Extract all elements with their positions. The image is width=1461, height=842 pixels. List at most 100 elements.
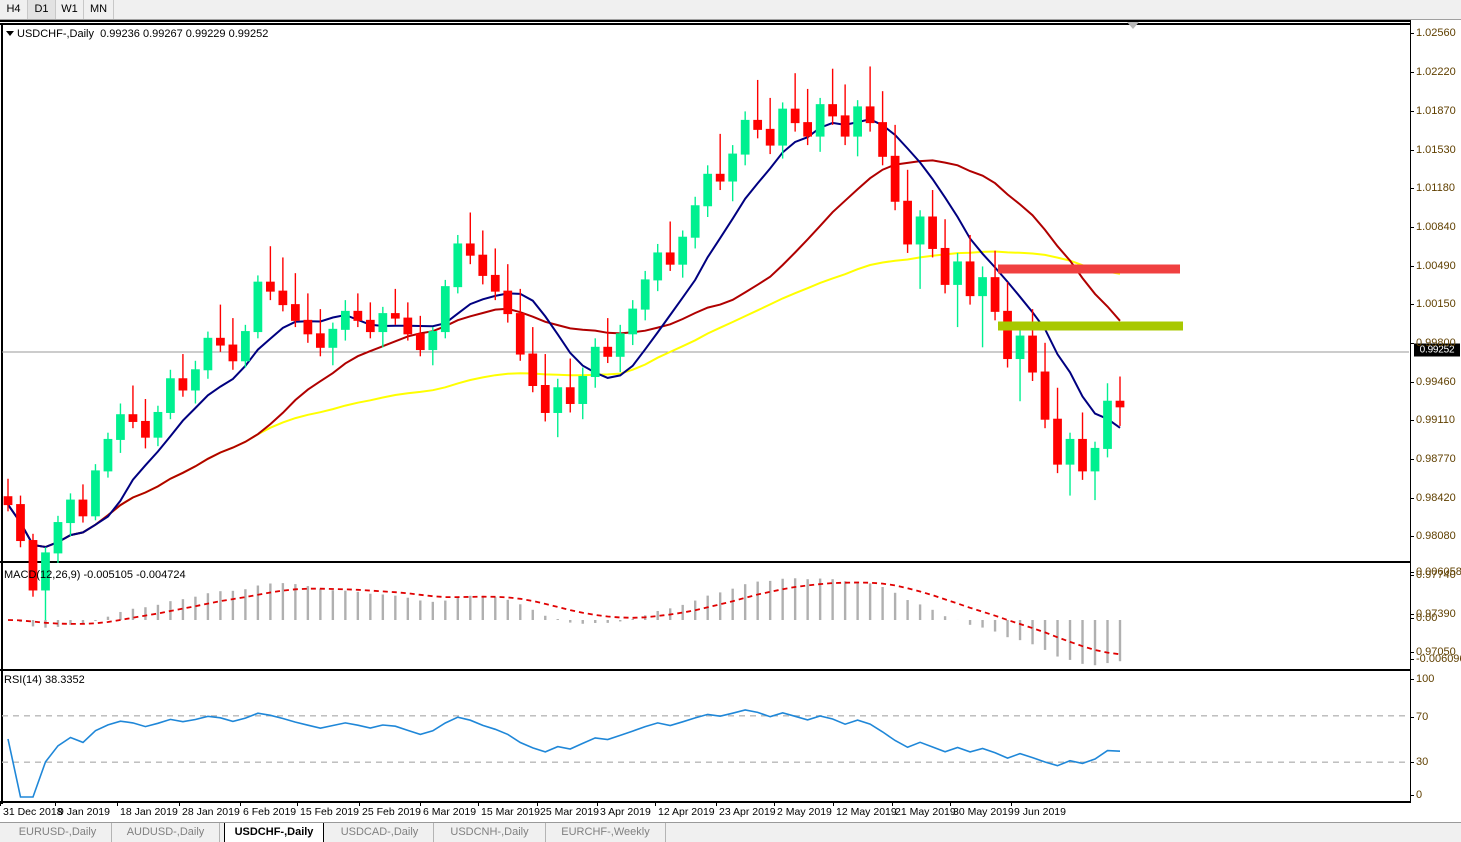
timeframe-button-h4[interactable]: H4 (0, 0, 28, 19)
price-axis-label: 1.00490 (1416, 260, 1456, 272)
date-axis-tick (0, 801, 1, 806)
candle-body (1115, 400, 1125, 408)
macd-axis-label-tick (1410, 618, 1414, 619)
symbol-tab-eurusd[interactable]: EURUSD-,Daily (4, 823, 112, 842)
date-axis-label: 9 Jan 2019 (58, 806, 110, 818)
price-axis-tick (1410, 343, 1414, 344)
timeframe-button-mn[interactable]: MN (84, 0, 114, 19)
timeframe-button-d1[interactable]: D1 (28, 0, 56, 19)
candle-body (353, 310, 363, 321)
price-axis-tick (1410, 498, 1414, 499)
timeframe-toolbar: H4 D1 W1 MN (0, 0, 1461, 20)
date-axis-label: 12 Apr 2019 (658, 806, 715, 818)
rsi-line (7, 709, 1121, 798)
candle-body (440, 286, 450, 333)
price-axis-label: 1.02220 (1416, 66, 1456, 78)
candle-body (290, 304, 300, 321)
price-axis-tick (1410, 382, 1414, 383)
candle-body (640, 279, 650, 310)
chart-frame[interactable] (0, 20, 1461, 822)
symbol-tab-eurchf[interactable]: EURCHF-,Weekly (546, 823, 666, 842)
candle-body (266, 281, 275, 292)
candle-body (765, 128, 775, 146)
candle-body (78, 499, 88, 517)
rsi-axis-label-tick (1410, 717, 1414, 718)
symbol-tab-usdcnh[interactable]: USDCNH-,Daily (434, 823, 546, 842)
price-axis-tick (1410, 33, 1414, 34)
price-axis-label: 1.01870 (1416, 105, 1456, 117)
candle-body (1003, 310, 1012, 360)
candle-body (915, 216, 925, 245)
price-axis-label: 0.99460 (1416, 376, 1456, 388)
symbol-tab-usdchf[interactable]: USDCHF-,Daily (224, 823, 324, 842)
price-axis[interactable] (1411, 20, 1461, 803)
candle-body (378, 313, 388, 333)
rsi-axis-label: 70 (1416, 711, 1429, 723)
date-axis-label: 2 May 2019 (777, 806, 832, 818)
candle-body (465, 243, 475, 256)
quote-low: 0.99229 (185, 28, 226, 40)
timeframe-button-w1[interactable]: W1 (56, 0, 84, 19)
candle-body (253, 281, 263, 333)
date-axis-tick (55, 801, 56, 806)
candle-body (390, 313, 400, 319)
date-axis-label: 15 Mar 2019 (481, 806, 540, 818)
rsi-axis-label-tick (1410, 762, 1414, 763)
price-axis-tick (1410, 304, 1414, 305)
date-axis-label: 6 Feb 2019 (243, 806, 297, 818)
chart-top-marker-icon (1127, 22, 1139, 29)
candle-body (228, 344, 238, 362)
candle-body (41, 552, 50, 591)
candle-body (141, 420, 150, 438)
date-axis-tick (240, 801, 241, 806)
price-axis-tick (1410, 614, 1414, 615)
rsi-axis-label-tick (1410, 679, 1414, 680)
candle-body (903, 200, 912, 245)
candle-body (365, 319, 375, 333)
price-axis-label: 1.02560 (1416, 27, 1456, 39)
candle-body (203, 337, 213, 371)
candle-body (503, 290, 513, 315)
candle-body (340, 310, 350, 330)
candle-body (515, 313, 525, 355)
candle-body (478, 254, 488, 276)
candle-body (790, 108, 800, 124)
candle-body (3, 496, 13, 506)
date-axis-tick (774, 801, 775, 806)
price-axis-tick (1410, 188, 1414, 189)
date-axis-label: 25 Feb 2019 (362, 806, 421, 818)
macd-signal-line (7, 581, 1121, 656)
candle-body (1040, 371, 1050, 420)
date-axis-label: 23 Apr 2019 (719, 806, 776, 818)
candle-body (91, 470, 100, 517)
candle-body (128, 414, 138, 422)
candle-body (828, 104, 838, 117)
price-axis-tick (1410, 111, 1414, 112)
candle-body (553, 387, 563, 413)
rsi-axis-label-tick (1410, 795, 1414, 796)
candle-body (178, 378, 188, 391)
symbol-tab-audusd[interactable]: AUDUSD-,Daily (112, 823, 220, 842)
price-axis-label: 1.01180 (1416, 182, 1455, 194)
candle-body (403, 317, 413, 335)
date-axis-tick (655, 801, 656, 806)
chart-menu-arrow-icon[interactable] (6, 31, 14, 36)
symbol-tab-usdcad[interactable]: USDCAD-,Daily (326, 823, 434, 842)
candle-body (28, 540, 38, 591)
symbol-tab-bar: EURUSD-,Daily AUDUSD-,Daily USDCHF-,Daily U… (0, 822, 1461, 842)
date-axis-tick (478, 801, 479, 806)
candle-body (990, 277, 1000, 312)
candle-body (678, 236, 688, 265)
candle-body (703, 173, 713, 207)
candle-body (216, 337, 225, 346)
date-axis-tick (420, 801, 421, 806)
candle-body (615, 333, 625, 357)
candle-body (853, 106, 862, 137)
chart-canvas[interactable] (0, 22, 1461, 824)
candle-body (953, 261, 962, 285)
candle-body (1065, 438, 1075, 465)
candle-body (153, 411, 163, 438)
date-axis-tick (537, 801, 538, 806)
price-axis-label: 0.98420 (1416, 492, 1456, 504)
candle-body (1103, 400, 1112, 449)
